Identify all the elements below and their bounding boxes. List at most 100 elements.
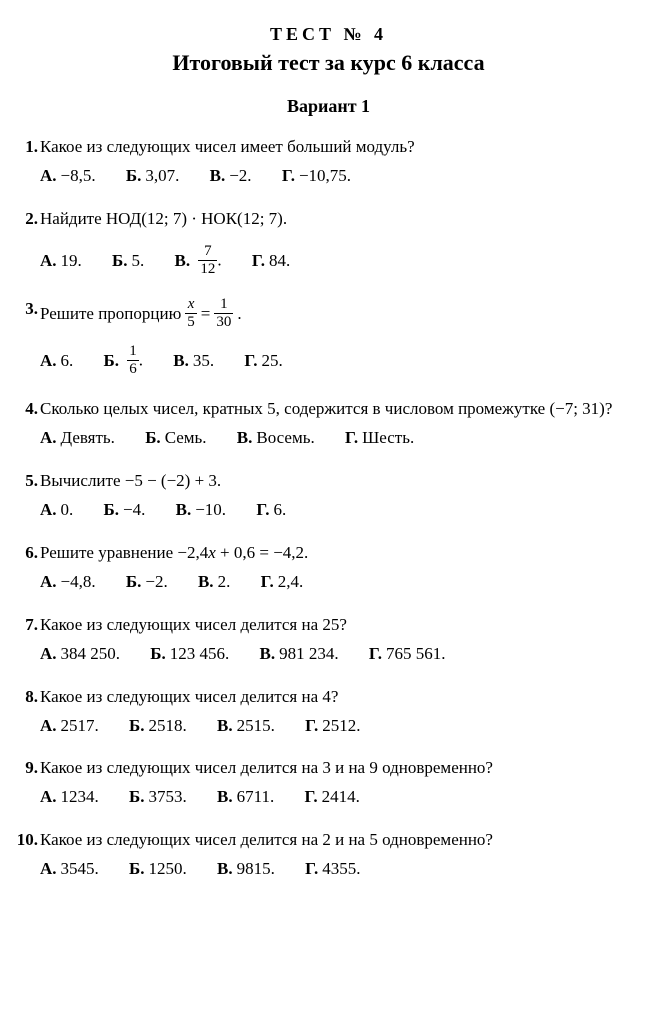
question-text: Какое из следующих чисел делится на 25? (40, 614, 643, 637)
option-value: 84. (269, 251, 290, 270)
option-label: Г. (305, 787, 318, 806)
option-value: 2,4. (278, 572, 304, 591)
equals-sign: = (201, 303, 211, 326)
option-a: А.6. (40, 350, 73, 373)
test-variant: Вариант 1 (14, 94, 643, 118)
question-text: Какое из следующих чисел делится на 4? (40, 686, 643, 709)
question-text: Какое из следующих чисел делится на 2 и … (40, 829, 643, 852)
question-text: Вычислите −5 − (−2) + 3. (40, 470, 643, 493)
option-b: Б.−2. (126, 571, 168, 594)
option-g: Г.Шесть. (345, 427, 414, 450)
option-value: 2414. (322, 787, 360, 806)
option-value: −10. (195, 500, 226, 519)
option-v: В.35. (173, 350, 214, 373)
question-6: Решите уравнение −2,4x + 0,6 = −4,2. А.−… (14, 542, 643, 594)
option-value: 3753. (149, 787, 187, 806)
option-label: Б. (145, 428, 161, 447)
text-part: . (237, 303, 241, 326)
answer-row: А.−8,5. Б.3,07. В.−2. Г.−10,75. (40, 165, 643, 188)
answer-row: А.19. Б.5. В. 7 12 . Г.84. (40, 245, 643, 278)
option-a: А.Девять. (40, 427, 115, 450)
option-label: Г. (305, 716, 318, 735)
text-part: + 0,6 = −4,2. (216, 543, 309, 562)
question-text: Сколько целых чисел, кратных 5, содержит… (40, 398, 643, 421)
option-g: Г.2512. (305, 715, 360, 738)
option-value: 1234. (61, 787, 99, 806)
option-a: А.1234. (40, 786, 99, 809)
option-label: В. (198, 572, 214, 591)
option-label: Б. (126, 572, 142, 591)
option-value: 765 561. (386, 644, 446, 663)
option-value: Девять. (61, 428, 115, 447)
option-a: А.3545. (40, 858, 99, 881)
option-v: В. 7 12 . (175, 245, 222, 278)
option-label: А. (40, 859, 57, 878)
option-suffix: . (217, 251, 221, 270)
option-g: Г.−10,75. (282, 165, 351, 188)
option-b: Б.5. (112, 250, 144, 273)
answer-row: А.3545. Б.1250. В.9815. Г.4355. (40, 858, 643, 881)
header: ТЕСТ № 4 Итоговый тест за курс 6 класса … (14, 22, 643, 118)
question-text: Найдите НОД(12; 7) · НОК(12; 7). (40, 208, 643, 231)
option-value: 5. (132, 251, 145, 270)
option-v: В.6711. (217, 786, 274, 809)
option-v: В.Восемь. (237, 427, 315, 450)
option-label: В. (210, 166, 226, 185)
option-value: 3,07. (145, 166, 179, 185)
fraction: 1 6 (127, 344, 139, 377)
option-label: Б. (104, 351, 120, 370)
option-value: 35. (193, 351, 214, 370)
option-g: Г.84. (252, 250, 290, 273)
option-b: Б.123 456. (150, 643, 229, 666)
option-label: Г. (256, 500, 269, 519)
option-value: −4,8. (61, 572, 96, 591)
text-part: Решите пропорцию (40, 303, 181, 326)
fraction-den: 12 (198, 260, 217, 277)
option-value: 1250. (149, 859, 187, 878)
question-text: Какое из следующих чисел имеет больший м… (40, 136, 643, 159)
fraction-num: 7 (198, 244, 217, 260)
option-label: А. (40, 251, 57, 270)
option-label: Б. (129, 716, 145, 735)
option-label: Г. (252, 251, 265, 270)
option-a: А.0. (40, 499, 73, 522)
option-a: А.384 250. (40, 643, 120, 666)
option-v: В.2. (198, 571, 230, 594)
option-value: −8,5. (61, 166, 96, 185)
option-label: Г. (282, 166, 295, 185)
option-label: А. (40, 351, 57, 370)
option-v: В.−2. (210, 165, 252, 188)
option-g: Г.765 561. (369, 643, 446, 666)
option-value: 0. (61, 500, 74, 519)
option-g: Г.4355. (305, 858, 360, 881)
answer-row: А.1234. Б.3753. В.6711. Г.2414. (40, 786, 643, 809)
option-value: 4355. (322, 859, 360, 878)
question-4: Сколько целых чисел, кратных 5, содержит… (14, 398, 643, 450)
option-label: Г. (305, 859, 318, 878)
option-value: −10,75. (299, 166, 351, 185)
option-value: Семь. (165, 428, 207, 447)
option-b: Б.−4. (104, 499, 146, 522)
option-value: 384 250. (61, 644, 121, 663)
option-value: 19. (61, 251, 82, 270)
variable-x: x (208, 543, 216, 562)
text-part: Решите уравнение −2,4 (40, 543, 208, 562)
question-9: Какое из следующих чисел делится на 3 и … (14, 757, 643, 809)
question-10: Какое из следующих чисел делится на 2 и … (14, 829, 643, 881)
option-g: Г.2,4. (261, 571, 304, 594)
option-value: 2515. (237, 716, 275, 735)
option-value: 2. (218, 572, 231, 591)
option-g: Г.6. (256, 499, 286, 522)
question-5: Вычислите −5 − (−2) + 3. А.0. Б.−4. В.−1… (14, 470, 643, 522)
fraction-den: 30 (214, 313, 233, 330)
option-label: Б. (129, 859, 145, 878)
option-label: А. (40, 166, 57, 185)
option-label: А. (40, 500, 57, 519)
option-label: В. (173, 351, 189, 370)
answer-row: А.6. Б. 1 6 . В.35. Г.25. (40, 345, 643, 378)
fraction-lhs: x 5 (185, 297, 197, 330)
option-value: −2. (229, 166, 251, 185)
option-b: Б.1250. (129, 858, 187, 881)
option-a: А.−8,5. (40, 165, 96, 188)
option-b: Б. 1 6 . (104, 345, 144, 378)
